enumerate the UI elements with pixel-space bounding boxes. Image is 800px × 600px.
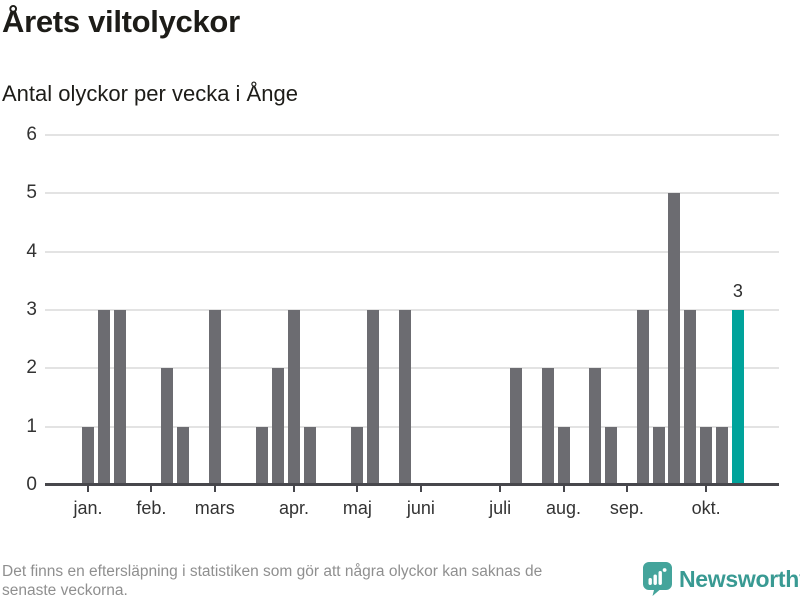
bar-week-13 — [288, 310, 301, 485]
x-axis-label-juli: juli — [489, 498, 512, 518]
highlight-value-label: 3 — [732, 281, 743, 301]
footnote-line-1: Det finns en eftersläpning i statistiken… — [2, 563, 543, 580]
x-axis-tick-feb — [150, 486, 153, 492]
x-axis-tick-maj — [356, 486, 359, 492]
bar-week-14 — [303, 426, 316, 485]
x-axis-label-jan: jan. — [73, 498, 103, 518]
bar-week-33 — [605, 426, 618, 485]
logo-bar-medium — [653, 574, 657, 585]
x-axis-tick-jan — [87, 486, 89, 492]
x-axis-label-sep: sep. — [609, 498, 644, 518]
newsworthy-wordmark: Newsworthy — [679, 565, 800, 592]
y-axis-label-2: 2 — [26, 357, 37, 379]
chart-subtitle: Antal olyckor per vecka i Ånge — [2, 81, 298, 106]
y-axis-label-4: 4 — [26, 240, 37, 262]
y-axis-label-6: 6 — [26, 124, 37, 145]
gridline-y-1 — [45, 425, 779, 428]
x-axis-label-mars: mars — [194, 498, 235, 518]
gridline-y-2 — [45, 367, 779, 370]
bar-week-12 — [272, 368, 285, 485]
bar-week-38 — [684, 310, 697, 485]
y-axis-label-0: 0 — [26, 474, 37, 495]
newsworthy-logo[interactable]: Newsworthy — [643, 562, 800, 596]
x-axis-label-okt: okt. — [691, 498, 721, 518]
bar-week-1 — [97, 310, 110, 485]
highlight-bar-week-41 — [731, 310, 744, 485]
x-axis-label-feb: feb. — [136, 498, 167, 518]
bar-week-18 — [367, 310, 380, 485]
bar-week-8 — [208, 310, 221, 485]
x-axis-tick-juli — [499, 486, 502, 492]
bar-week-11 — [256, 426, 269, 485]
x-axis-line — [45, 483, 779, 486]
bar-week-36 — [652, 426, 665, 485]
x-axis-tick-aug — [562, 486, 565, 492]
x-axis-label-juni: juni — [406, 498, 435, 518]
bar-week-29 — [541, 368, 554, 485]
x-axis-label-aug: aug. — [545, 498, 582, 518]
y-axis-label-3: 3 — [26, 299, 37, 320]
footnote-line-2: senaste veckorna. — [2, 582, 128, 599]
bar-week-32 — [589, 368, 602, 485]
bar-week-17 — [351, 426, 364, 485]
gridline-y-5 — [45, 192, 779, 195]
x-axis-tick-sep — [625, 486, 628, 492]
bar-week-5 — [161, 368, 174, 485]
bar-week-27 — [509, 368, 522, 485]
bar-week-20 — [399, 310, 411, 485]
gridline-y-6 — [45, 134, 779, 136]
bar-week-0 — [82, 426, 94, 485]
newsworthy-badge-icon — [643, 562, 672, 596]
gridline-y-4 — [45, 250, 779, 253]
y-axis-label-1: 1 — [26, 415, 37, 437]
x-axis-tick-mars — [213, 486, 216, 492]
x-axis-label-apr: apr. — [279, 498, 310, 518]
x-axis-tick-juni — [419, 486, 422, 492]
y-axis-label-5: 5 — [26, 182, 37, 204]
chart-title: Årets viltolyckor — [2, 4, 240, 39]
logo-bar-short — [648, 578, 652, 585]
bar-week-35 — [636, 310, 649, 485]
x-axis-tick-apr — [293, 486, 296, 492]
bar-week-6 — [177, 426, 190, 485]
logo-exclamation-dot — [662, 568, 667, 572]
gridline-y-3 — [45, 309, 779, 311]
x-axis-label-maj: maj — [342, 498, 372, 518]
bar-week-30 — [557, 426, 570, 485]
bar-week-40 — [716, 426, 728, 485]
x-axis-tick-okt — [705, 486, 708, 492]
bar-week-2 — [113, 310, 126, 485]
bar-week-37 — [668, 193, 681, 485]
bar-week-39 — [700, 426, 713, 485]
footnote: Det finns en eftersläpning i statistiken… — [2, 562, 542, 600]
logo-bar-tall — [658, 571, 662, 585]
